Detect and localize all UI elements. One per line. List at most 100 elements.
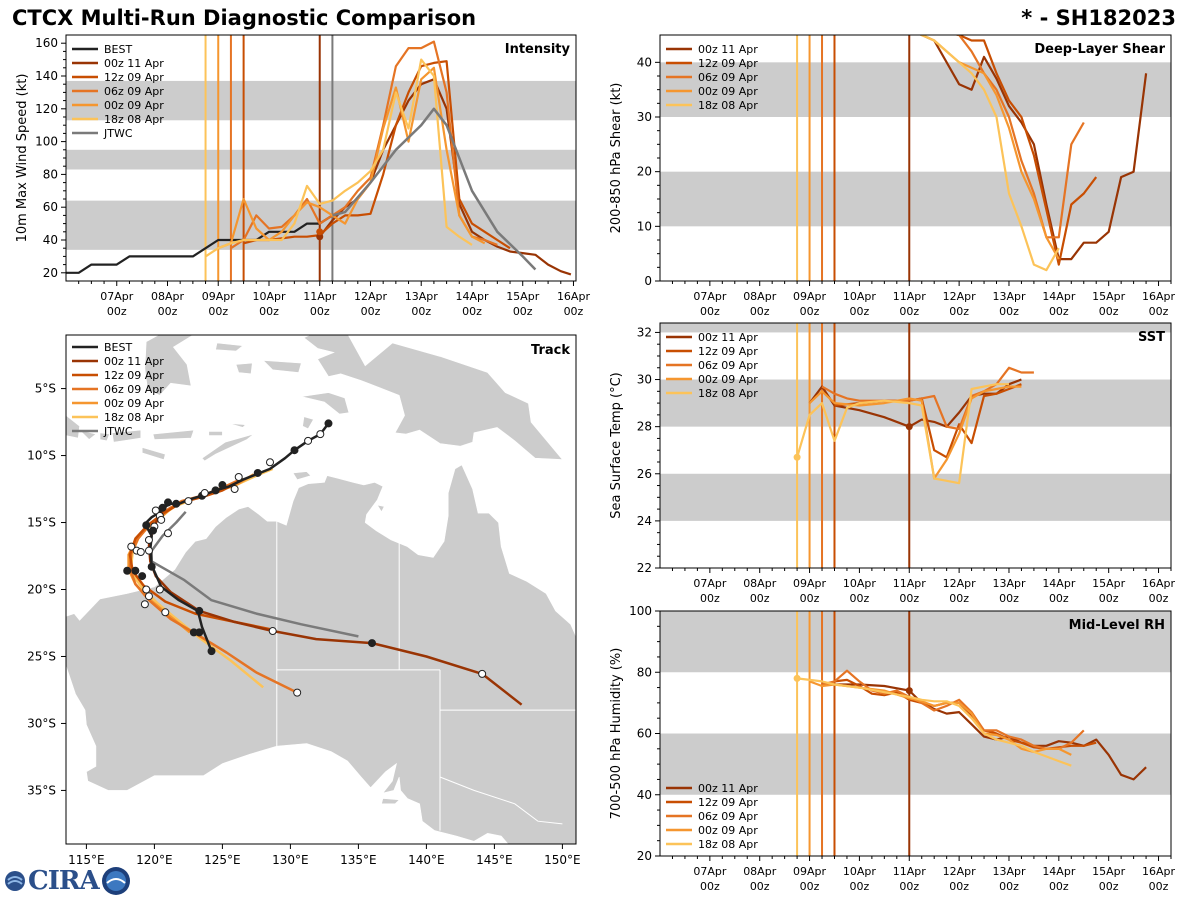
intensity-series-line [230, 40, 498, 250]
rh-legend-label: 00z 11 Apr [698, 782, 758, 795]
shear-xtick-hour: 00z [999, 305, 1019, 318]
track-position-marker [144, 592, 153, 601]
sst-xtick-day: 08Apr [743, 577, 777, 590]
track-map-area [66, 335, 576, 844]
intensity-ytick-label: 60 [43, 200, 58, 214]
track-position-marker [211, 486, 220, 495]
sst-series-line [821, 366, 1034, 431]
intensity-xtick-day: 16Apr [557, 290, 591, 303]
track-position-marker [266, 458, 274, 467]
intensity-xtick-hour: 00z [107, 305, 127, 318]
track-position-marker [144, 535, 153, 544]
rh-band [660, 611, 1171, 673]
track-ytick-label: 5°S [35, 382, 56, 396]
rh-xtick-hour: 00z [999, 880, 1019, 893]
track-position-marker [195, 628, 204, 637]
sst-xtick-day: 12Apr [943, 577, 977, 590]
rh-series-line [796, 677, 1072, 767]
rh-plot-area [660, 611, 1171, 856]
sst-band [660, 379, 1171, 427]
track-position-marker [207, 647, 216, 656]
intensity-xtick-day: 15Apr [506, 290, 540, 303]
shear-legend-label: 12z 09 Apr [698, 57, 758, 70]
sst-legend-label: 12z 09 Apr [698, 345, 758, 358]
intensity-ytick-label: 80 [43, 167, 58, 181]
shear-xtick-day: 16Apr [1142, 290, 1176, 303]
shear-xtick-hour: 00z [949, 305, 969, 318]
track-position-marker [161, 608, 170, 617]
intensity-series-line [204, 58, 473, 258]
shear-legend-label: 00z 11 Apr [698, 43, 758, 56]
alor-island [208, 431, 223, 436]
rh-xtick-day: 12Apr [943, 865, 977, 878]
sst-xtick-day: 15Apr [1092, 577, 1126, 590]
sst-legend-label: 18z 08 Apr [698, 387, 758, 400]
intensity-xtick-day: 11Apr [303, 290, 337, 303]
track-position-marker [151, 506, 160, 515]
track-position-marker [316, 430, 325, 439]
java-east [66, 415, 80, 439]
intensity-series-line [243, 60, 511, 250]
track-position-marker [142, 585, 151, 594]
shear-ytick-label: 30 [637, 110, 652, 124]
shear-xtick-hour: 00z [800, 305, 820, 318]
tanimbar-island [302, 416, 314, 430]
rh-xtick-day: 11Apr [893, 865, 927, 878]
intensity-ytick-label: 40 [43, 233, 58, 247]
intensity-ylabel: 10m Max Wind Speed (kt) [15, 74, 30, 243]
shear-xtick-day: 08Apr [743, 290, 777, 303]
track-position-marker [230, 485, 239, 494]
track-xtick-label: 120°E [136, 853, 173, 867]
sst-ytick-label: 22 [637, 561, 652, 575]
state-border [439, 776, 563, 825]
intensity-xtick-hour: 00z [259, 305, 279, 318]
sst-series-line [796, 383, 1009, 485]
rh-xtick-hour: 00z [850, 880, 870, 893]
shear-xtick-day: 13Apr [992, 290, 1026, 303]
shear-legend-label: 18z 08 Apr [698, 99, 758, 112]
sst-xtick-hour: 00z [800, 592, 820, 605]
intensity-panel: 20 40 60 80 100 120 140 160 07Apr 00z 08Apr 00z 09Ap… [15, 34, 591, 318]
rh-xtick-day: 14Apr [1042, 865, 1076, 878]
shear-xtick-day: 15Apr [1092, 290, 1126, 303]
track-legend-label: 12z 09 Apr [104, 369, 164, 382]
intensity-xtick-hour: 00z [361, 305, 381, 318]
shear-xtick-hour: 00z [1149, 305, 1169, 318]
sst-xtick-day: 14Apr [1042, 577, 1076, 590]
track-position-marker [144, 546, 153, 555]
track-position-marker [158, 503, 167, 512]
intensity-plot-area [66, 35, 576, 281]
sst-band [660, 323, 1171, 333]
seram-island [262, 360, 302, 373]
flores-island [152, 429, 195, 440]
sst-ytick-label: 30 [637, 373, 652, 387]
rh-xtick-day: 13Apr [992, 865, 1026, 878]
shear-panel: 0 10 20 30 40 07Apr 00z 08Apr 00z 09Apr 00z 10Apr 00… [609, 34, 1176, 318]
sst-ytick-label: 26 [637, 467, 652, 481]
intensity-legend-label: 12z 09 Apr [104, 71, 164, 84]
track-legend-label: 00z 11 Apr [104, 355, 164, 368]
track-position-marker [184, 497, 193, 506]
track-title: Track [531, 343, 570, 358]
rh-legend-label: 06z 09 Apr [698, 810, 758, 823]
sst-panel: 22 24 26 28 30 32 07Apr 00z 08Apr 00z 09Apr 00z 10Ap… [609, 322, 1176, 605]
intensity-xtick-hour: 00z [513, 305, 533, 318]
intensity-xtick-hour: 00z [310, 305, 330, 318]
track-position-marker [304, 436, 313, 445]
shear-xtick-day: 11Apr [893, 290, 927, 303]
sst-frame [659, 322, 1172, 569]
shear-band [660, 62, 1171, 117]
kangaroo-island [381, 798, 400, 805]
sula-islands [215, 342, 244, 352]
intensity-xtick-day: 08Apr [151, 290, 185, 303]
rh-legend-label: 18z 08 Apr [698, 838, 758, 851]
track-ytick-label: 15°S [27, 516, 56, 530]
sst-xtick-hour: 00z [949, 592, 969, 605]
intensity-xtick-day: 07Apr [100, 290, 134, 303]
track-position-marker [200, 489, 209, 498]
intensity-xtick-hour: 00z [411, 305, 431, 318]
track-position-marker [147, 562, 156, 571]
shear-ylabel: 200-850 hPa Shear (kt) [609, 83, 624, 234]
sst-xtick-hour: 00z [1099, 592, 1119, 605]
track-ytick-label: 20°S [27, 583, 56, 597]
